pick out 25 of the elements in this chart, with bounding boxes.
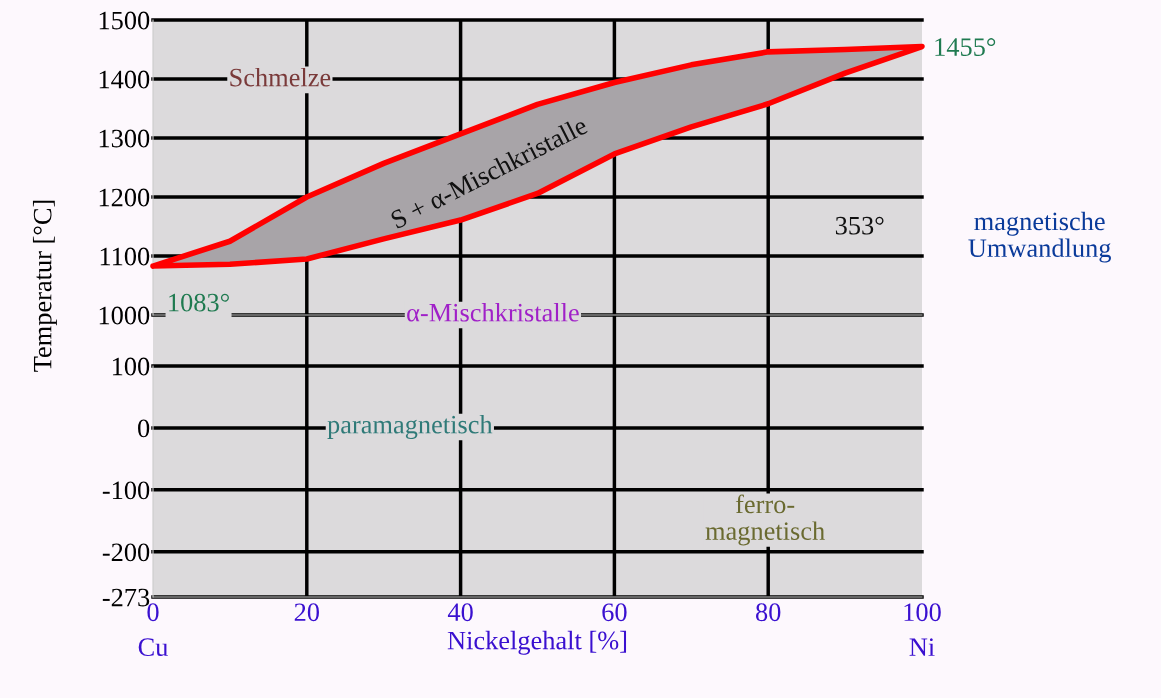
annotation: paramagnetisch	[327, 414, 493, 439]
x-axis-title: Nickelgehalt [%]	[447, 630, 627, 655]
x-tick-label: 20	[294, 603, 319, 622]
y-tick-label: -100	[102, 481, 150, 500]
y-tick-label: -200	[102, 543, 150, 562]
text: magnetische Umwandlung	[968, 211, 1111, 263]
annotation: ferro- magnetisch	[705, 494, 825, 546]
annotation: 1455°	[935, 38, 996, 56]
y-tick-label: 100	[112, 357, 150, 376]
x-tick-label: 40	[447, 603, 473, 622]
y-tick-label: 0	[138, 419, 150, 438]
y-tick-label: 1200	[99, 188, 150, 207]
x-tick-label: 100 Ni	[904, 603, 941, 656]
annotation: 353°	[835, 216, 884, 235]
annotation: α-Mischkristalle	[407, 303, 579, 322]
y-tick-label: 1400	[99, 70, 150, 89]
annotation: Schmelze	[230, 67, 331, 87]
annotation: 1083°	[169, 293, 229, 312]
y-tick-label: 1000	[99, 306, 150, 325]
y-tick-label: 1100	[100, 247, 150, 266]
x-tick-label: 60	[602, 603, 627, 622]
x-tick-label: 80	[756, 603, 781, 622]
y-tick-label: 1300	[99, 129, 150, 148]
y-tick-label: 1500	[99, 11, 150, 30]
y-axis-title: Temperatur [°C]	[32, 200, 57, 372]
